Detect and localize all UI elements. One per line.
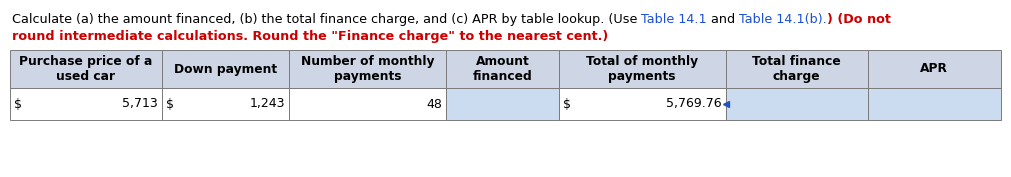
Text: Total of monthly
payments: Total of monthly payments <box>586 55 699 83</box>
Bar <box>726 88 867 120</box>
Bar <box>289 88 446 120</box>
Text: $: $ <box>563 98 571 110</box>
Text: 48: 48 <box>427 98 442 110</box>
Text: APR: APR <box>920 62 948 76</box>
Bar <box>289 50 446 88</box>
Text: Down payment: Down payment <box>174 62 277 76</box>
Bar <box>162 88 289 120</box>
Bar <box>559 88 726 120</box>
Bar <box>446 88 559 120</box>
Bar <box>10 88 162 120</box>
Text: round intermediate calculations. Round the "Finance charge" to the nearest cent.: round intermediate calculations. Round t… <box>12 30 609 43</box>
Text: Amount
financed: Amount financed <box>473 55 533 83</box>
Text: 5,769.76: 5,769.76 <box>666 98 722 110</box>
Text: $: $ <box>166 98 174 110</box>
Bar <box>162 50 289 88</box>
Text: Number of monthly
payments: Number of monthly payments <box>301 55 435 83</box>
Bar <box>867 88 1001 120</box>
Text: and: and <box>707 13 739 26</box>
Text: Total finance
charge: Total finance charge <box>752 55 841 83</box>
Text: 5,713: 5,713 <box>122 98 158 110</box>
Text: Table 14.1: Table 14.1 <box>641 13 707 26</box>
Bar <box>867 50 1001 88</box>
Bar <box>559 50 726 88</box>
Text: Table 14.1(b).: Table 14.1(b). <box>739 13 827 26</box>
Text: Purchase price of a
used car: Purchase price of a used car <box>19 55 153 83</box>
Text: Calculate (a) the amount financed, (b) the total finance charge, and (c) APR by : Calculate (a) the amount financed, (b) t… <box>12 13 641 26</box>
Bar <box>446 50 559 88</box>
Text: 1,243: 1,243 <box>250 98 285 110</box>
Bar <box>10 50 162 88</box>
Text: ) (Do not: ) (Do not <box>827 13 891 26</box>
Bar <box>726 50 867 88</box>
Text: $: $ <box>14 98 22 110</box>
